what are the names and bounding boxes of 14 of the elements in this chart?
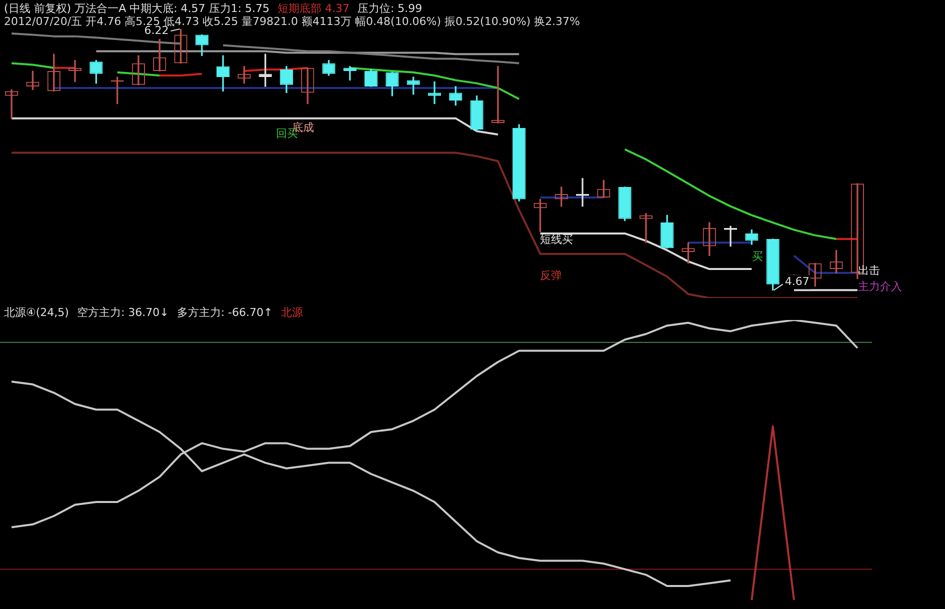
chart-title: (日线 前复权) 万法合一A 中期大底: 4.57 压力1: 5.75 [4,2,270,15]
annotation: 出击 [858,264,880,277]
annotation: 买 [752,250,763,263]
annotation: 短线买 [540,232,573,246]
text: 短期底部 4.37 [277,2,350,15]
text: 压力位: 5.99 [357,2,422,15]
text: 北源 [280,306,303,319]
text: 空方主力: 36.70↓ [76,306,169,319]
candlestick [428,81,442,104]
annotation: 4.67 [784,275,810,288]
text: 多方主力: -66.70↑ [176,306,273,319]
chart-title: 北源④(24,5) [4,306,69,319]
annotation: 主力介入 [858,280,902,293]
annotation: 反弹 [540,268,562,282]
